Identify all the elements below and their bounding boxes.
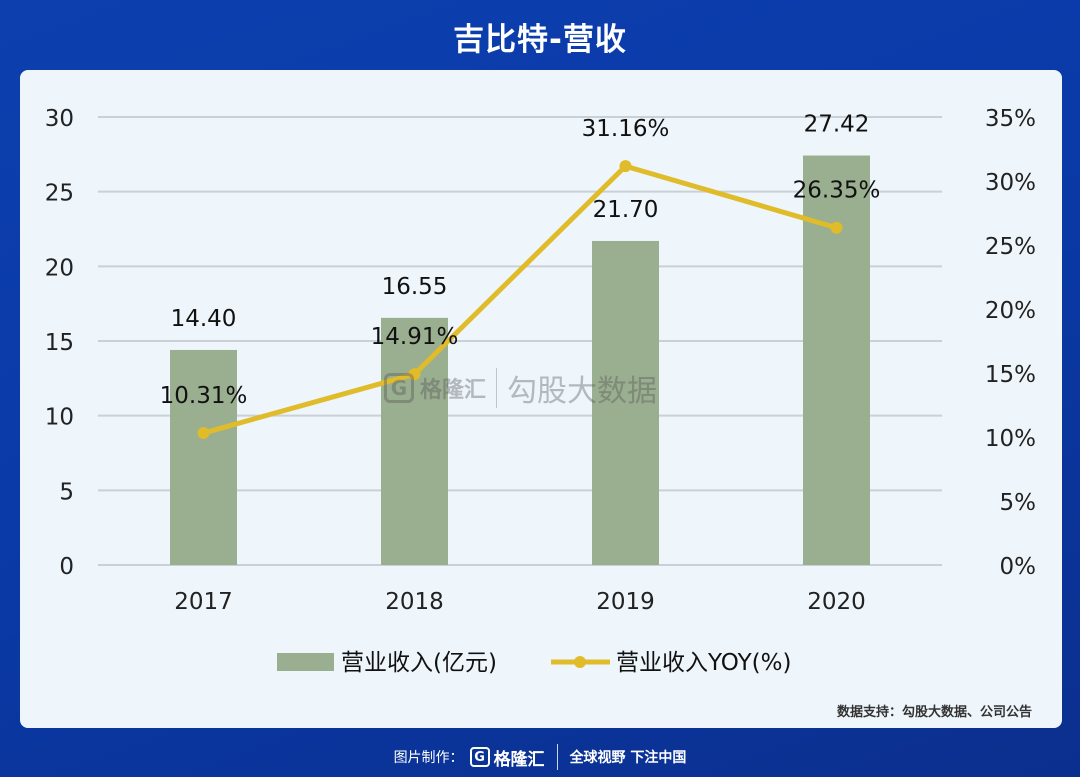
watermark-brand: 格隆汇 <box>420 378 487 403</box>
bar <box>381 317 448 565</box>
watermark-logo-icon: G <box>384 373 414 403</box>
y-right-tick-label: 20% <box>985 298 1036 324</box>
legend-bar-swatch <box>277 653 334 671</box>
line-data-label: 14.91% <box>371 324 459 350</box>
x-tick-label: 2018 <box>385 589 444 615</box>
y-left-tick-label: 5 <box>59 479 74 505</box>
legend-bar-label: 营业收入(亿元) <box>341 650 497 676</box>
source-note: 数据支持：勾股大数据、公司公告 <box>836 705 1032 720</box>
line-data-label: 26.35% <box>793 178 881 204</box>
line-point <box>830 221 843 234</box>
y-right-tick-label: 0% <box>1000 554 1037 580</box>
line-data-label: 31.16% <box>582 116 670 142</box>
y-left-tick-label: 0 <box>59 554 74 580</box>
x-tick-label: 2020 <box>807 589 866 615</box>
bar <box>592 240 659 566</box>
footer-slogan: 全球视野 下注中国 <box>569 750 687 766</box>
footer-prefix: 图片制作： <box>393 750 464 766</box>
chart-svg: 0 5 10 15 20 25 30 0% 5% 10% 15% 20% 25% 30% 35% 2017 20… <box>45 106 1037 676</box>
bar-data-label: 21.70 <box>593 197 659 223</box>
bar-data-label: 27.42 <box>804 112 870 138</box>
watermark-text: 勾股大数据 <box>507 374 658 409</box>
y-right-tick-label: 25% <box>985 234 1036 260</box>
line-data-label: 10.31% <box>160 383 248 409</box>
bar-data-label: 16.55 <box>382 274 448 300</box>
y-left-tick-label: 30 <box>45 106 74 132</box>
y-right-tick-label: 35% <box>985 106 1036 132</box>
x-tick-label: 2019 <box>596 589 655 615</box>
watermark-divider <box>496 368 498 408</box>
footer-logo-icon: G <box>469 747 490 767</box>
y-left-tick-label: 10 <box>45 405 74 431</box>
x-tick-label: 2017 <box>174 589 233 615</box>
y-right-tick-label: 30% <box>985 170 1036 196</box>
bar <box>170 349 237 565</box>
page-title: 吉比特-营收 <box>453 22 627 58</box>
chart-card: 0 5 10 15 20 25 30 0% 5% 10% 15% 20% 25% 30% 35% 2017 20… <box>20 70 1062 728</box>
y-right-tick-label: 10% <box>985 426 1036 452</box>
footer-divider <box>556 744 558 770</box>
line-point <box>619 160 632 173</box>
legend-line-marker <box>574 656 586 668</box>
y-right-tick-label: 15% <box>985 362 1036 388</box>
y-left-tick-label: 20 <box>45 255 74 281</box>
line-point <box>197 427 210 440</box>
y-right-tick-label: 5% <box>1000 490 1037 516</box>
y-left-tick-label: 25 <box>45 181 74 207</box>
y-left-tick-label: 15 <box>45 330 74 356</box>
series-line <box>202 163 838 436</box>
bar-data-label: 14.40 <box>171 306 237 332</box>
watermark: G 格隆汇 勾股大数据 <box>384 366 657 410</box>
bar <box>803 155 870 565</box>
footer-brand: 格隆汇 <box>493 749 545 770</box>
legend-line-label: 营业收入YOY(%) <box>616 650 792 676</box>
footer: 图片制作： G 格隆汇 全球视野 下注中国 <box>0 737 1080 777</box>
